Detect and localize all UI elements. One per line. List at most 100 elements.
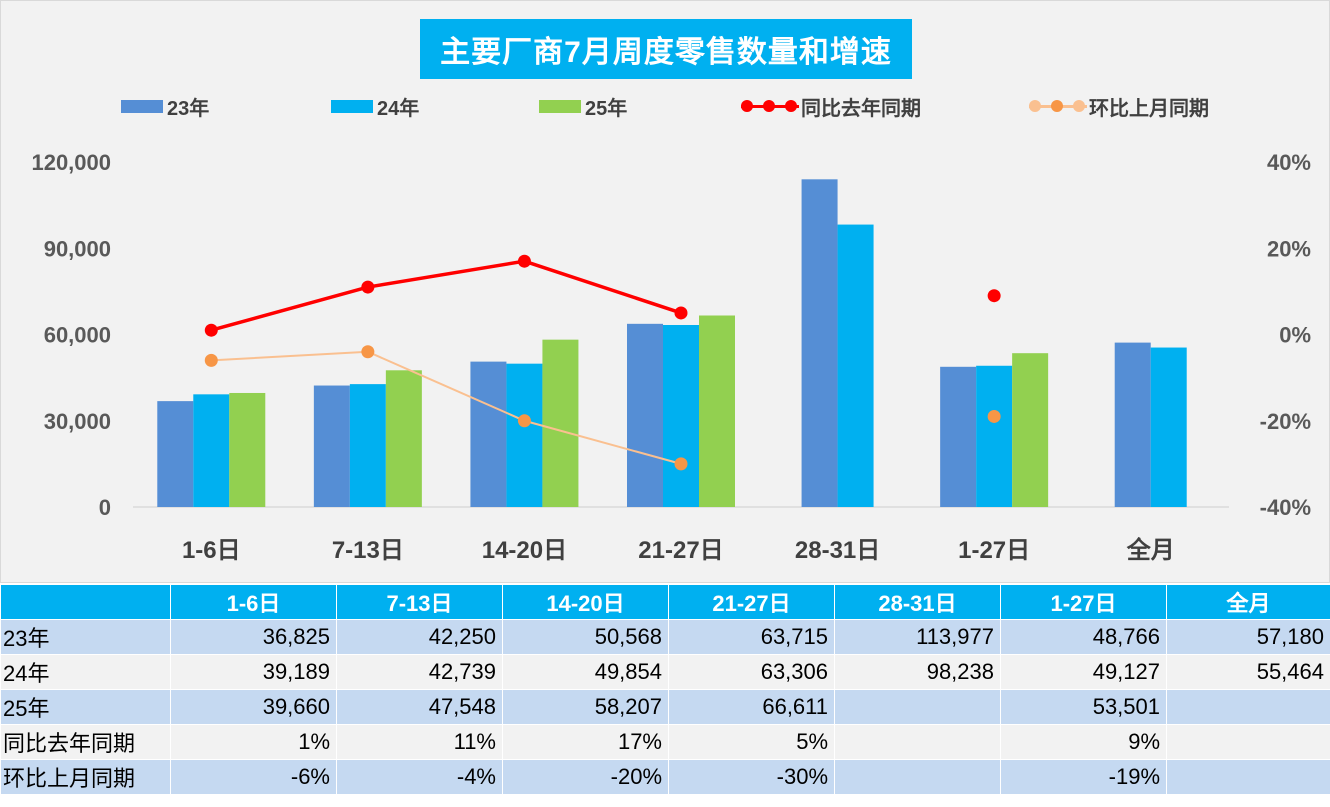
y-right-tick-label: -20% xyxy=(1260,409,1311,434)
legend-swatch-25 xyxy=(539,99,581,113)
table-cell: 98,238 xyxy=(834,654,1001,690)
table-cell: -6% xyxy=(170,759,337,795)
x-tick-label: 1-27日 xyxy=(958,537,1030,564)
table-cell: 48,766 xyxy=(1000,619,1167,655)
table-cell: -19% xyxy=(1000,759,1167,795)
legend-line-mom xyxy=(1029,99,1087,113)
legend-swatch-24 xyxy=(331,99,373,113)
legend-item-yoy: 同比去年同期 xyxy=(741,93,921,120)
table-cell xyxy=(834,759,1001,795)
table-cell: 113,977 xyxy=(834,619,1001,655)
x-tick-label: 1-6日 xyxy=(182,537,241,564)
table-cell: 39,660 xyxy=(170,689,337,725)
table-cell: -20% xyxy=(502,759,669,795)
series-point xyxy=(987,409,1001,423)
series-line xyxy=(211,350,682,465)
table-cell: 42,739 xyxy=(336,654,503,690)
table-cell: 17% xyxy=(502,724,669,760)
bar xyxy=(1114,342,1151,507)
series-point xyxy=(204,323,218,337)
legend-label-yoy: 同比去年同期 xyxy=(801,97,921,120)
table-header-row: 1-6日 7-13日 14-20日 21-27日 28-31日 1-27日 全月 xyxy=(0,584,1330,620)
table-header-cell: 7-13日 xyxy=(336,584,503,620)
series-point xyxy=(204,353,218,367)
bar xyxy=(193,394,230,507)
table-header-cell: 1-6日 xyxy=(170,584,337,620)
series-point xyxy=(674,457,688,471)
table-cell: 1% xyxy=(170,724,337,760)
bar xyxy=(1012,353,1049,507)
legend-label-25: 25年 xyxy=(585,97,628,120)
y-left-tick-label: 90,000 xyxy=(44,236,111,261)
data-table: 1-6日 7-13日 14-20日 21-27日 28-31日 1-27日 全月… xyxy=(0,584,1330,795)
table-row-label: 24年 xyxy=(0,654,171,690)
bar xyxy=(627,323,663,507)
table-corner xyxy=(0,584,171,620)
chart-area: 0 30,000 60,000 90,000 120,000 -40% -20% 0% 20% 4… xyxy=(0,0,1330,583)
chart-title: 主要厂商7月周度零售数量和增速 xyxy=(420,19,912,79)
bar xyxy=(976,365,1013,507)
table-cell: 9% xyxy=(1000,724,1167,760)
table-row-label: 23年 xyxy=(0,619,171,655)
series-line xyxy=(210,259,682,332)
table-cell xyxy=(1166,724,1330,760)
table-cell: 11% xyxy=(336,724,503,760)
x-tick-label: 7-13日 xyxy=(332,537,404,564)
table-row: 23年 36,825 42,250 50,568 63,715 113,977 … xyxy=(0,619,1330,655)
series-point xyxy=(361,345,375,359)
table-cell: -4% xyxy=(336,759,503,795)
legend-line-yoy xyxy=(741,99,799,113)
table-cell xyxy=(834,689,1001,725)
bar xyxy=(506,363,543,507)
table-header-cell: 全月 xyxy=(1166,584,1330,620)
table-cell: 36,825 xyxy=(170,619,337,655)
table-cell: 55,464 xyxy=(1166,654,1330,690)
chart-svg: 0 30,000 60,000 90,000 120,000 -40% -20% 0% 20% 4… xyxy=(31,150,1311,564)
legend-label-mom: 环比上月同期 xyxy=(1089,97,1209,120)
y-right-tick-label: 20% xyxy=(1267,236,1311,261)
table-cell: 53,501 xyxy=(1000,689,1167,725)
table-cell: 57,180 xyxy=(1166,619,1330,655)
series-point xyxy=(517,254,531,268)
table-cell: 49,127 xyxy=(1000,654,1167,690)
table-row-label: 同比去年同期 xyxy=(0,724,171,760)
table-row-label: 25年 xyxy=(0,689,171,725)
bar xyxy=(801,179,838,507)
bar xyxy=(837,224,874,508)
table-cell xyxy=(1166,759,1330,795)
y-left-tick-label: 0 xyxy=(99,495,111,520)
bar xyxy=(313,385,350,507)
table-cell: 39,189 xyxy=(170,654,337,690)
table-cell: 42,250 xyxy=(336,619,503,655)
table-cell xyxy=(834,724,1001,760)
table-cell: 50,568 xyxy=(502,619,669,655)
bar xyxy=(229,392,266,507)
bar xyxy=(1150,347,1187,507)
bar xyxy=(542,339,579,507)
y-left-tick-label: 60,000 xyxy=(44,323,111,348)
table-cell: 47,548 xyxy=(336,689,503,725)
table-cell: 49,854 xyxy=(502,654,669,690)
legend-item-mom: 环比上月同期 xyxy=(1029,93,1209,120)
bar xyxy=(940,366,977,507)
table-cell: 63,715 xyxy=(668,619,835,655)
table-header-cell: 28-31日 xyxy=(834,584,1001,620)
table-cell: -30% xyxy=(668,759,835,795)
table-cell xyxy=(1166,689,1330,725)
series-point xyxy=(517,414,531,428)
table-cell: 58,207 xyxy=(502,689,669,725)
bar xyxy=(385,370,422,507)
table-header-cell: 1-27日 xyxy=(1000,584,1167,620)
table-header-cell: 14-20日 xyxy=(502,584,669,620)
table-row: 同比去年同期 1% 11% 17% 5% 9% xyxy=(0,724,1330,760)
x-tick-label: 全月 xyxy=(1126,536,1175,564)
x-tick-label: 21-27日 xyxy=(638,537,723,564)
bar xyxy=(699,315,735,507)
legend-label-24: 24年 xyxy=(377,97,420,120)
table-cell: 66,611 xyxy=(668,689,835,725)
y-left-tick-label: 30,000 xyxy=(44,409,111,434)
table-header-cell: 21-27日 xyxy=(668,584,835,620)
series-point xyxy=(987,289,1001,303)
y-right-tick-label: 0% xyxy=(1279,323,1311,348)
legend-swatch-23 xyxy=(121,99,163,113)
